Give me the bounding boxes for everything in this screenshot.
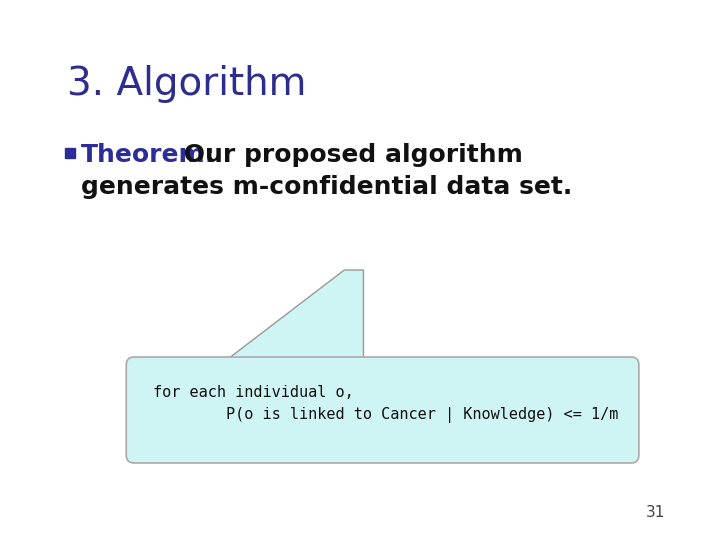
Polygon shape — [220, 270, 364, 365]
Text: Our proposed algorithm: Our proposed algorithm — [175, 143, 523, 167]
Text: Theorem:: Theorem: — [81, 143, 216, 167]
Text: 31: 31 — [645, 505, 665, 520]
Bar — [65, 148, 75, 158]
Text: 3. Algorithm: 3. Algorithm — [67, 65, 306, 103]
Text: generates m-confidential data set.: generates m-confidential data set. — [81, 175, 572, 199]
FancyBboxPatch shape — [126, 357, 639, 463]
Text: for each individual o,
        P(o is linked to Cancer | Knowledge) <= 1/m: for each individual o, P(o is linked to … — [153, 385, 618, 423]
